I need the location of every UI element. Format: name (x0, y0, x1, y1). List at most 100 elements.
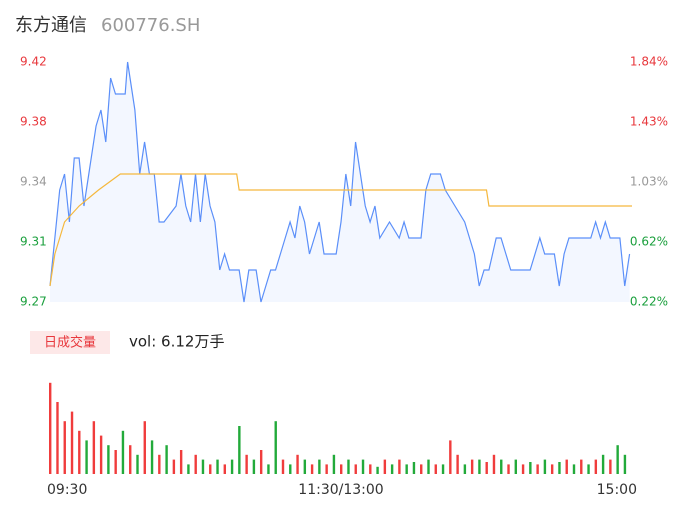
y2-tick-label: 1.03% (630, 175, 668, 189)
stock-code: 600776.SH (101, 15, 200, 36)
volume-bar (507, 464, 510, 474)
volume-bar (594, 459, 598, 474)
volume-bar (216, 459, 219, 474)
volume-bar (500, 459, 503, 474)
volume-bar (383, 459, 387, 474)
volume-bar (63, 421, 66, 474)
average-line (49, 173, 632, 287)
y-tick-label: 9.34 (20, 175, 47, 189)
y2-tick-label: 0.22% (630, 295, 668, 309)
volume-bar (194, 454, 197, 474)
volume-bar (281, 459, 285, 474)
volume-tab: 日成交量 (44, 335, 96, 351)
y-tick-label: 9.38 (20, 115, 47, 129)
volume-tab-bg (30, 331, 110, 354)
volume-bar (565, 459, 568, 474)
volume-bar (267, 464, 270, 474)
x-tick-label: 09:30 (47, 482, 87, 498)
volume-bar (230, 459, 234, 474)
volume-bar (274, 421, 277, 474)
chart-title: 东方通信 (15, 15, 87, 36)
volume-bar (49, 382, 52, 474)
price-line (49, 61, 631, 303)
volume-bar (136, 454, 139, 474)
volume-bar (558, 462, 561, 474)
volume-bar (420, 464, 423, 474)
volume-bar (252, 459, 256, 474)
volume-bar (478, 459, 481, 474)
volume-bar (463, 464, 467, 474)
volume-bar (325, 464, 328, 474)
volume-bar (259, 450, 263, 474)
volume-bar (143, 421, 146, 474)
volume-bar (434, 464, 437, 474)
volume-bar (441, 464, 445, 474)
volume-bar (78, 430, 81, 474)
x-tick-label: 15:00 (597, 482, 637, 498)
y-tick-label: 9.31 (20, 235, 47, 249)
volume-bar (361, 459, 365, 474)
y2-tick-label: 1.43% (630, 115, 668, 129)
volume-bar (543, 459, 547, 474)
volume-bar (223, 464, 226, 474)
volume-bar (580, 459, 583, 474)
volume-bar (150, 440, 154, 474)
volume-bar (303, 459, 307, 474)
volume-bar (529, 462, 532, 474)
volume-bar (609, 459, 612, 474)
volume-bar (601, 454, 605, 474)
volume-bar (56, 402, 59, 474)
volume-bar (289, 464, 292, 474)
volume-bar (158, 454, 161, 474)
volume-bar (172, 459, 176, 474)
volume-bar (376, 466, 379, 474)
volume-bar (587, 464, 590, 474)
volume-bar (449, 440, 452, 474)
volume-bar (85, 440, 88, 474)
volume-bar (470, 459, 474, 474)
volume-bar (623, 454, 627, 474)
volume-bar (456, 454, 459, 474)
y2-tick-label: 0.62% (630, 235, 668, 249)
volume-bar (114, 450, 117, 474)
volume-bar (201, 459, 205, 474)
volume-bar (521, 464, 525, 474)
volume-bar (296, 454, 299, 474)
volume-bar (245, 454, 248, 474)
x-tick-label: 11:30/13:00 (298, 482, 383, 498)
volume-bar (332, 454, 336, 474)
volume-bar (318, 459, 321, 474)
volume-bar (354, 464, 357, 474)
volume-bar (340, 464, 343, 474)
volume-bar (92, 421, 96, 474)
volume-bar (514, 459, 517, 474)
volume-bar (405, 464, 408, 474)
volume-bar (187, 464, 190, 474)
y2-tick-label: 1.84% (630, 55, 668, 69)
volume-total: vol: 6.12万手 (129, 333, 224, 351)
volume-bar (492, 454, 496, 474)
volume-bar (398, 459, 401, 474)
y-tick-label: 9.42 (20, 55, 47, 69)
volume-bar (347, 459, 350, 474)
volume-bar (165, 445, 168, 474)
volume-bar (310, 464, 314, 474)
volume-bar (550, 464, 554, 474)
volume-bar (209, 464, 212, 474)
y-tick-label: 9.27 (20, 295, 47, 309)
volume-bar (412, 462, 416, 474)
volume-bar (369, 464, 372, 474)
volume-bar (616, 445, 619, 474)
volume-bar (427, 459, 430, 474)
price-area (50, 62, 630, 302)
volume-bar (121, 430, 125, 474)
volume-bar (390, 464, 394, 474)
volume-bar (485, 462, 488, 474)
volume-bar (129, 445, 132, 474)
volume-bar (536, 464, 539, 474)
volume-bar (70, 411, 74, 474)
volume-bar (99, 435, 103, 474)
volume-bar (107, 445, 110, 474)
volume-bar (572, 464, 576, 474)
